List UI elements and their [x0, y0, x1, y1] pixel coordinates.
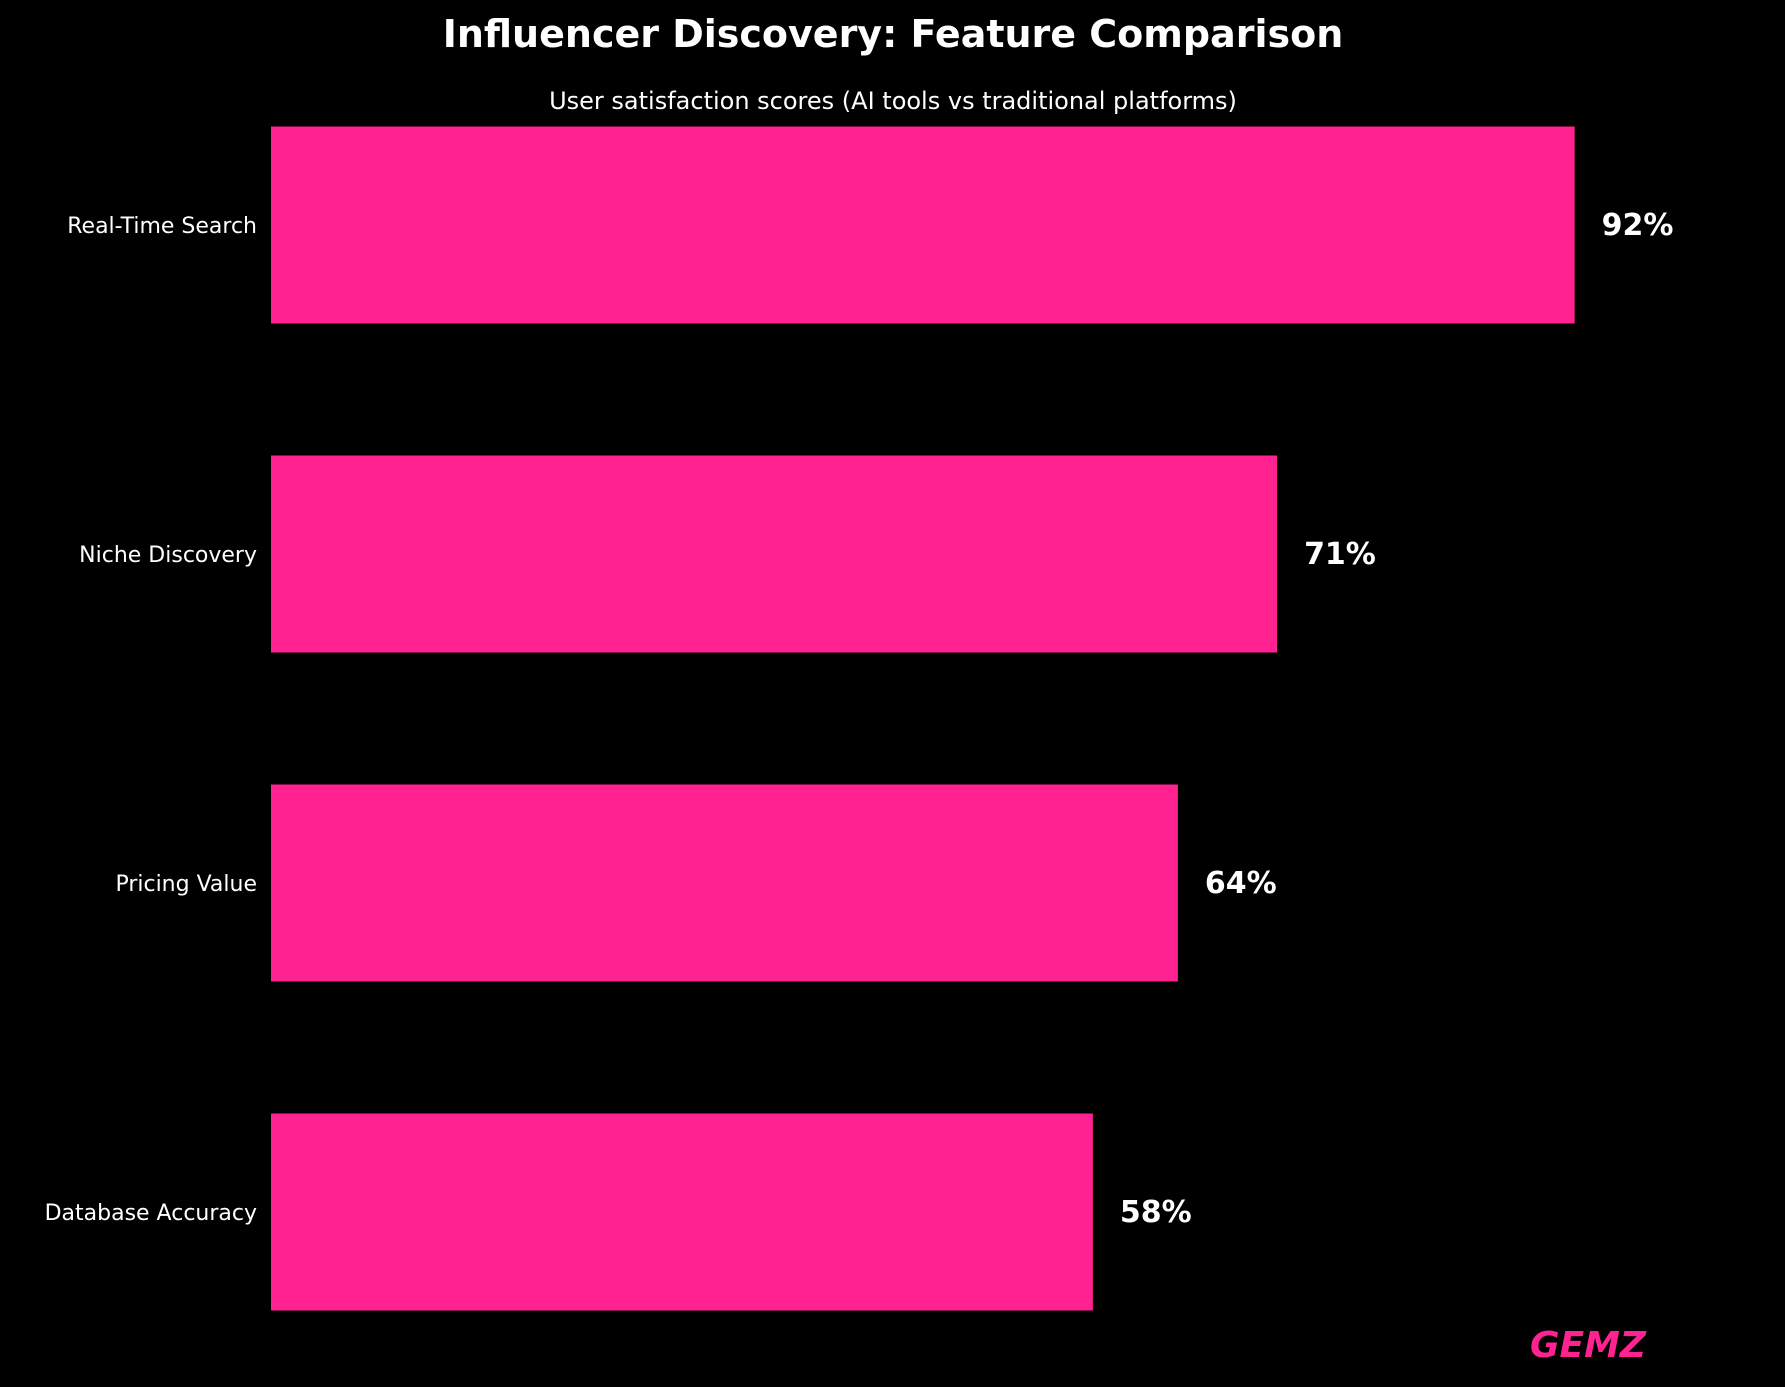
bars-group: Real-Time Search 92% Niche Discovery 71% Pri…: [45, 126, 1674, 1311]
bar-niche-discovery: [271, 455, 1278, 653]
chart-subtitle: User satisfaction scores (AI tools vs tr…: [549, 87, 1237, 115]
category-label: Database Accuracy: [45, 1201, 257, 1226]
bar-database-accuracy: [271, 1113, 1093, 1311]
category-label: Pricing Value: [115, 872, 257, 897]
bar-pricing-value: [271, 784, 1178, 982]
value-label: 58%: [1120, 1195, 1192, 1230]
bar-real-time-search: [271, 126, 1575, 324]
value-label: 71%: [1304, 537, 1376, 572]
value-label: 92%: [1602, 208, 1674, 243]
category-label: Real-Time Search: [67, 214, 257, 239]
category-label: Niche Discovery: [79, 543, 257, 568]
chart-title: Influencer Discovery: Feature Comparison: [443, 12, 1344, 56]
value-label: 64%: [1205, 866, 1277, 901]
gemz-watermark: GEMZ: [1530, 1325, 1647, 1366]
